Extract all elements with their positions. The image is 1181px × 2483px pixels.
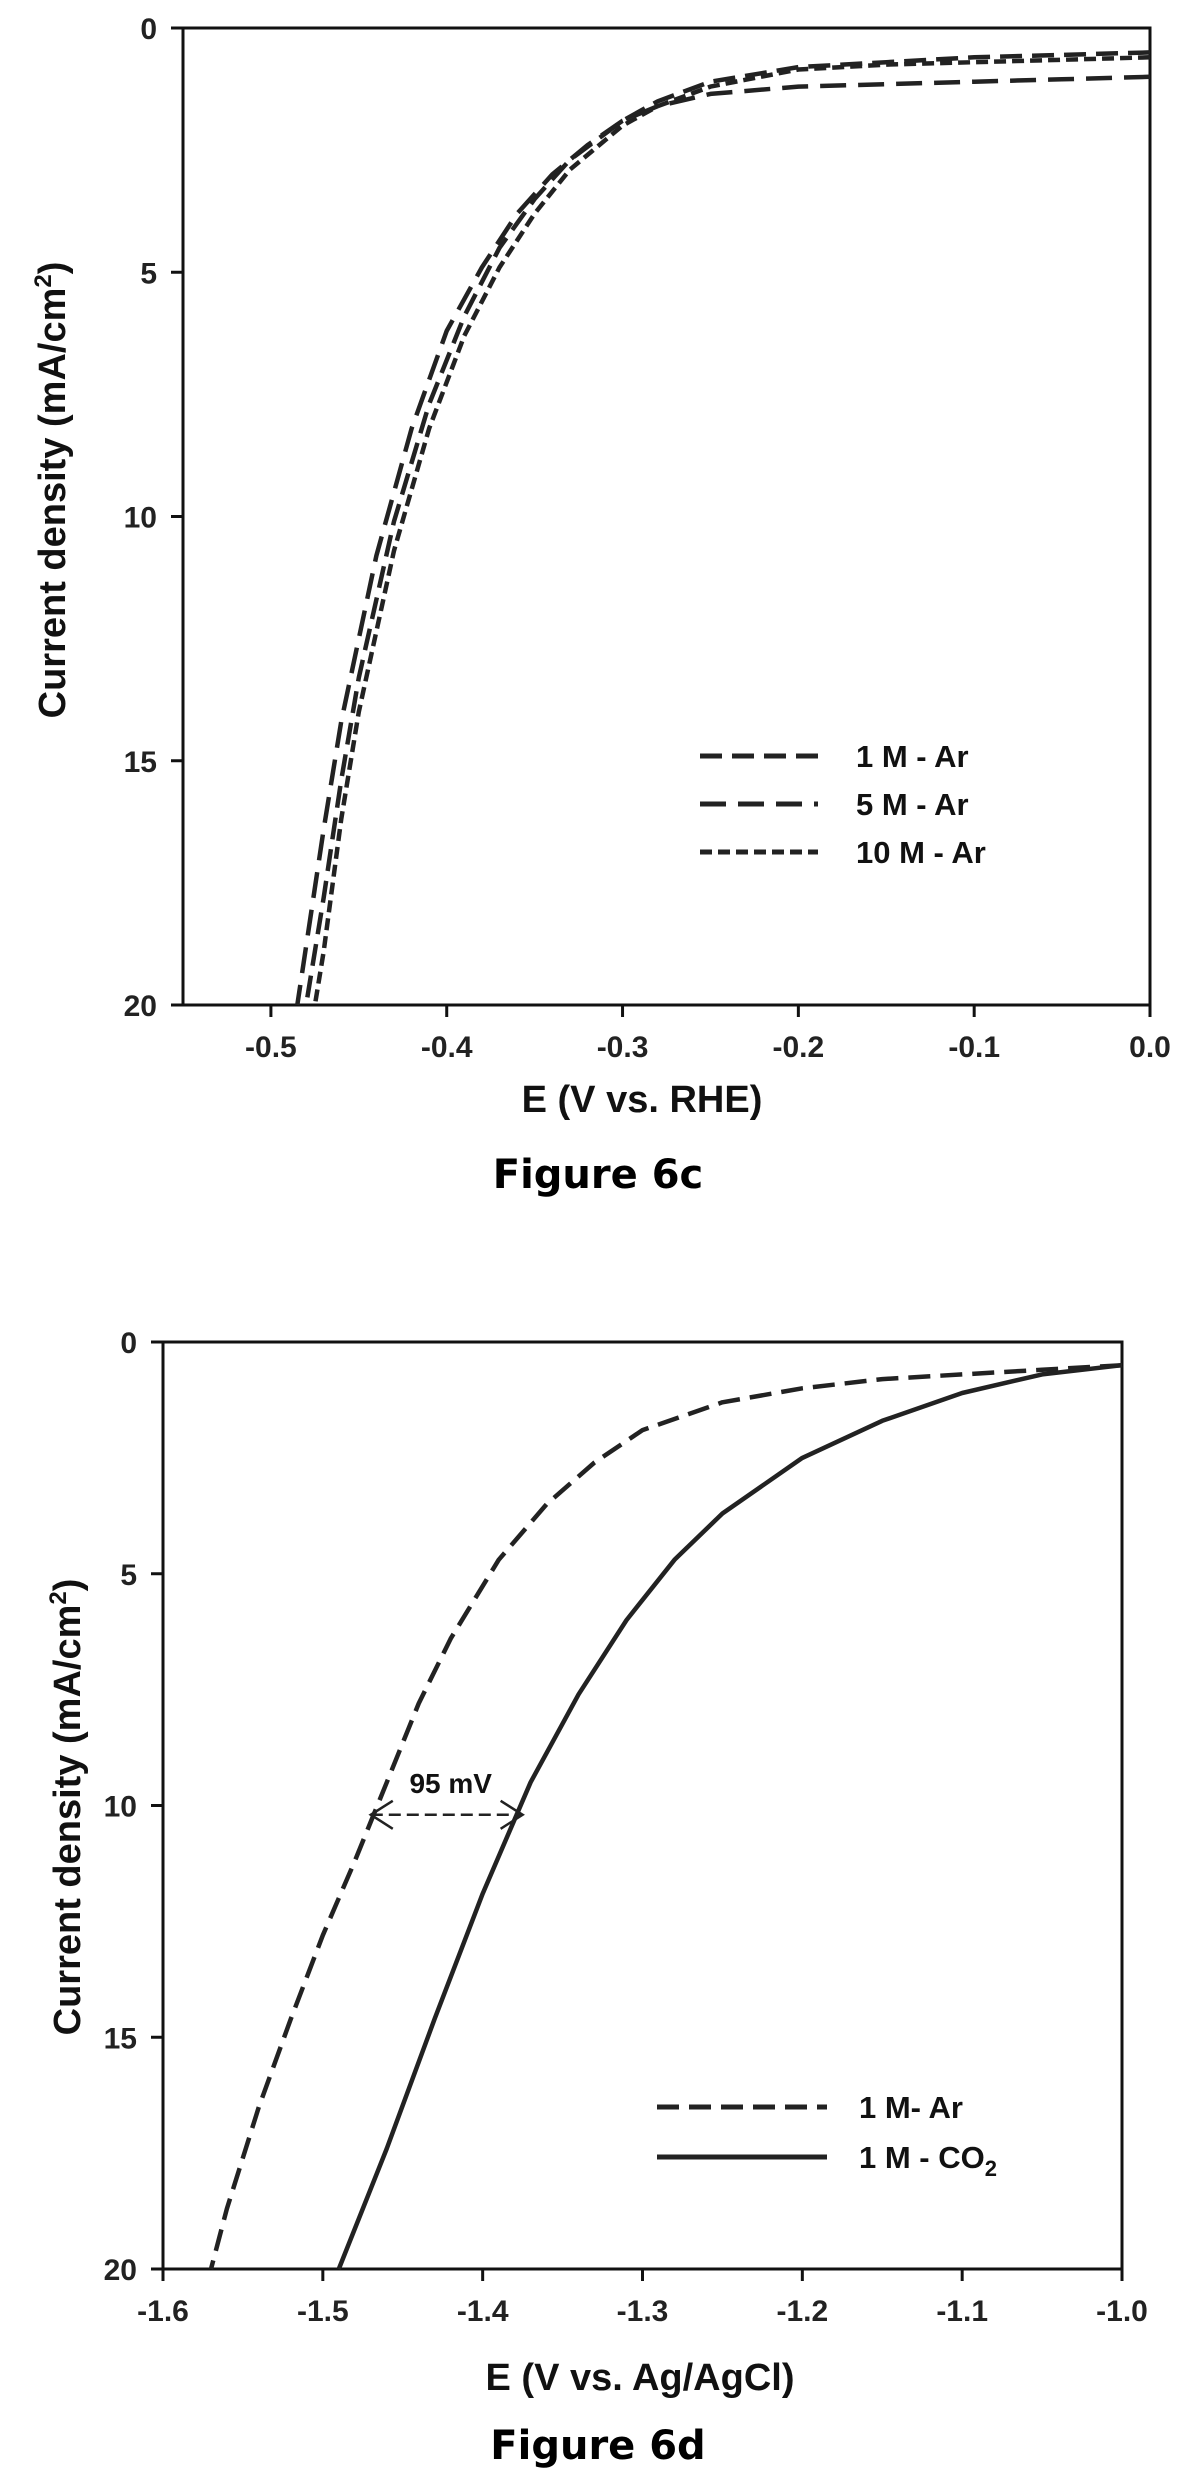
- figure-caption: Figure 6c: [493, 1152, 703, 1198]
- figure-6c: -0.5 -0.4 -0.3 -0.2 -0.1 0.0 0 5 10 15 20 1 M - Ar 5…: [0, 0, 1181, 1239]
- legend-label: 5 M - Ar: [856, 787, 969, 822]
- legend: 1 M- Ar 1 M - CO2: [657, 2090, 997, 2181]
- series-line: [295, 74, 1151, 1006]
- x-tick-label: -1.1: [936, 2295, 988, 2328]
- y-tick-label: 20: [104, 2254, 137, 2287]
- y-tick-label: 15: [104, 2022, 137, 2055]
- plot-area: -0.5 -0.4 -0.3 -0.2 -0.1 0.0 0 5 10 15 20 1 M - Ar 5…: [124, 13, 1171, 1064]
- legend-label: 1 M- Ar: [859, 2090, 963, 2125]
- legend-label-subscript: 2: [985, 2156, 997, 2181]
- chart-6d: -1.6 -1.5 -1.4 -1.3 -1.2 -1.1 -1.0 0 5 10 15 20 95 m…: [45, 1327, 1148, 2469]
- x-tick-label: -0.1: [948, 1031, 1000, 1064]
- y-tick-label: 15: [124, 746, 157, 779]
- series-line: [303, 50, 1151, 1006]
- series-line: [336, 1362, 1123, 2270]
- series-line: [312, 55, 1151, 1006]
- legend-label: 1 M - CO2: [859, 2140, 997, 2181]
- y-tick-label: 0: [120, 1327, 137, 1360]
- y-axis-label: Current density (mA/cm2): [45, 1579, 89, 2036]
- x-axis-label: E (V vs. Ag/AgCl): [486, 2357, 795, 2399]
- x-tick-label: -1.4: [457, 2295, 509, 2328]
- plot-area: -1.6 -1.5 -1.4 -1.3 -1.2 -1.1 -1.0 0 5 10 15 20 95 m…: [104, 1327, 1148, 2328]
- annotation-arrow-head-right: [499, 1799, 525, 1830]
- x-tick-label: -0.4: [421, 1031, 473, 1064]
- chart-6c: -0.5 -0.4 -0.3 -0.2 -0.1 0.0 0 5 10 15 20 1 M - Ar 5…: [30, 13, 1171, 1198]
- y-axis-label-sup: 2: [30, 274, 57, 287]
- legend-label: 10 M - Ar: [856, 835, 986, 870]
- y-axis-label-main: Current density (mA/cm: [47, 1605, 89, 2036]
- x-axis-label: E (V vs. RHE): [522, 1079, 763, 1121]
- x-tick-label: 0.0: [1129, 1031, 1171, 1064]
- legend-label: 1 M - Ar: [856, 739, 969, 774]
- series-line: [208, 1362, 1123, 2270]
- y-tick-label: 0: [140, 13, 157, 46]
- y-axis-label-sup: 2: [45, 1591, 72, 1604]
- y-tick-label: 20: [124, 990, 157, 1023]
- x-tick-label: -1.3: [617, 2295, 669, 2328]
- y-tick-label: 10: [104, 1791, 137, 1824]
- x-tick-label: -1.5: [297, 2295, 349, 2328]
- x-tick-label: -0.2: [773, 1031, 825, 1064]
- y-axis-label: Current density (mA/cm2): [30, 262, 74, 719]
- y-tick-label: 5: [140, 257, 157, 290]
- figure-caption: Figure 6d: [490, 2423, 705, 2469]
- plot-frame: [161, 1340, 1124, 2271]
- x-tick-label: -1.2: [776, 2295, 828, 2328]
- x-tick-label: -0.5: [245, 1031, 297, 1064]
- figure-6d: -1.6 -1.5 -1.4 -1.3 -1.2 -1.1 -1.0 0 5 10 15 20 95 m…: [0, 1239, 1181, 2478]
- annotation-label: 95 mV: [409, 1768, 492, 1799]
- legend: 1 M - Ar 5 M - Ar 10 M - Ar: [700, 739, 986, 870]
- annotation-arrow-head-left: [368, 1799, 394, 1830]
- y-axis-label-end: ): [47, 1579, 89, 1592]
- y-tick-label: 10: [124, 502, 157, 535]
- x-tick-label: -1.0: [1096, 2295, 1148, 2328]
- y-tick-label: 5: [120, 1559, 137, 1592]
- x-tick-label: -0.3: [597, 1031, 649, 1064]
- y-axis-label-end: ): [32, 262, 74, 275]
- x-tick-label: -1.6: [137, 2295, 189, 2328]
- y-axis-label-main: Current density (mA/cm: [32, 288, 74, 719]
